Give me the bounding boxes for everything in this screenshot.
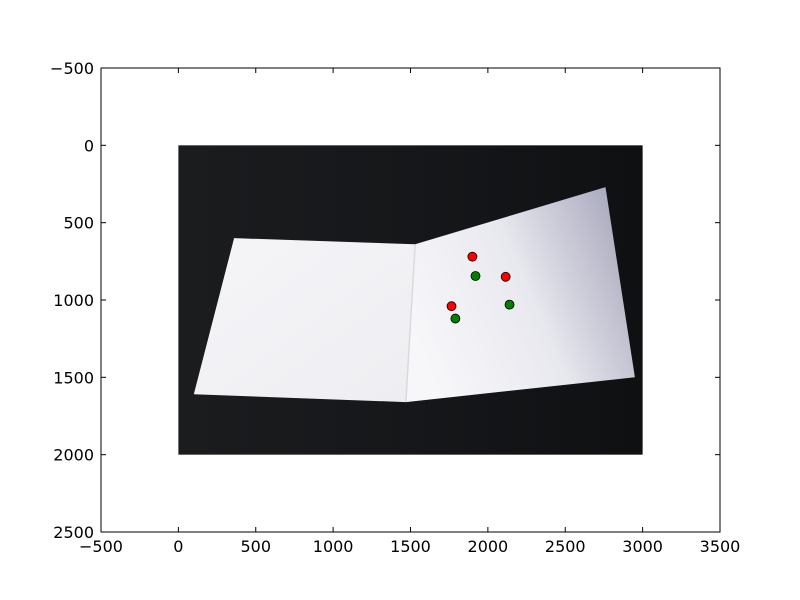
data-point [450, 313, 461, 324]
plot-area [178, 145, 643, 455]
data-point [467, 251, 478, 262]
y-axis: −500 0 500 1000 1500 2000 2500 [50, 59, 720, 542]
y-tick-label: 2000 [53, 446, 94, 465]
card-right-panel [405, 187, 635, 403]
x-tick-label: 0 [173, 537, 183, 556]
x-tick-label: 1500 [390, 537, 431, 556]
x-tick-label: 500 [240, 537, 271, 556]
x-tick-label: 3500 [700, 537, 741, 556]
x-tick-label: 2000 [468, 537, 509, 556]
x-tick-label: 2500 [545, 537, 586, 556]
y-tick-label: 0 [84, 136, 94, 155]
card-left-panel [193, 238, 416, 403]
x-axis: −500 0 500 1000 1500 2000 2500 3000 3500 [79, 68, 740, 556]
y-tick-label: 2500 [53, 523, 94, 542]
y-tick-label: −500 [50, 59, 94, 78]
x-tick-label: −500 [79, 537, 123, 556]
y-tick-label: 1500 [53, 368, 94, 387]
card-fold-line [405, 244, 416, 403]
data-point [470, 271, 481, 281]
y-tick-label: 500 [63, 214, 94, 233]
y-tick-label: 1000 [53, 291, 94, 310]
scatter-points [446, 251, 515, 324]
data-point [504, 299, 515, 310]
x-tick-label: 1000 [313, 537, 354, 556]
x-tick-label: 3000 [622, 537, 663, 556]
data-point [446, 301, 457, 312]
background-photo [178, 145, 643, 455]
data-point [500, 271, 511, 282]
